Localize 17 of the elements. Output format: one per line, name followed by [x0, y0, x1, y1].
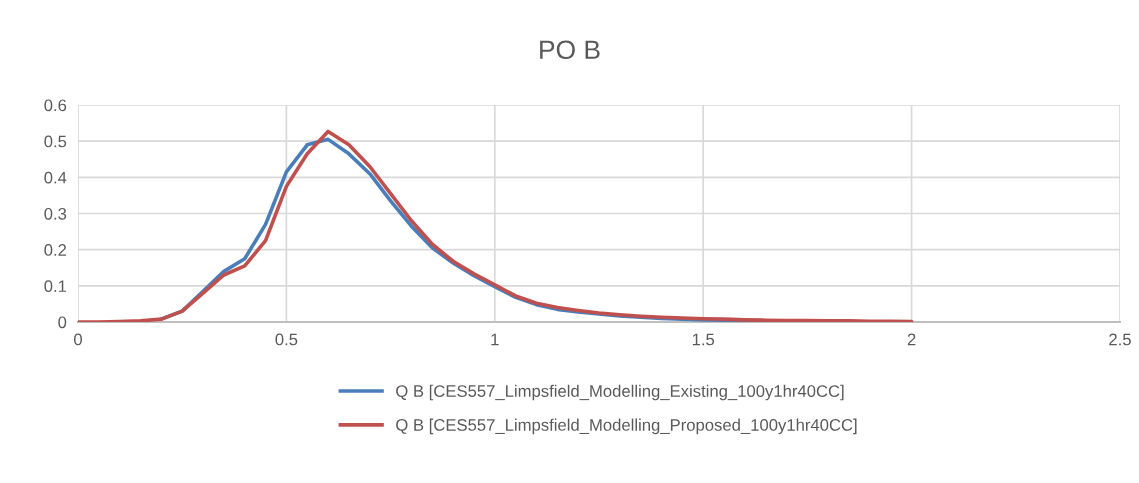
x-tick-label: 1.5 [692, 333, 715, 346]
y-tick-label: 0 [58, 316, 67, 329]
y-tick-label: 0.3 [44, 207, 67, 220]
line-series [78, 129, 914, 322]
legend-label: Q B [CES557_Limpsfield_Modelling_Proposed_100y1hr40CC] [396, 418, 857, 435]
y-tick-label: 0.5 [44, 135, 67, 148]
x-tick-label: 0.5 [275, 333, 298, 346]
x-tick-label: 2.5 [1109, 333, 1131, 346]
y-tick-label: 0.4 [44, 171, 67, 184]
legend-label: Q B [CES557_Limpsfield_Modelling_Existing_100y1hr40CC] [396, 384, 844, 401]
y-tick-label: 0.6 [44, 99, 67, 112]
y-tick-label: 0.2 [44, 244, 67, 256]
x-tick-label: 1 [491, 333, 499, 346]
x-tick-label: 2 [907, 333, 916, 346]
chart-title: PO B [540, 40, 600, 60]
x-tick-label: 0 [74, 333, 82, 346]
y-tick-label: 0.1 [44, 280, 67, 293]
